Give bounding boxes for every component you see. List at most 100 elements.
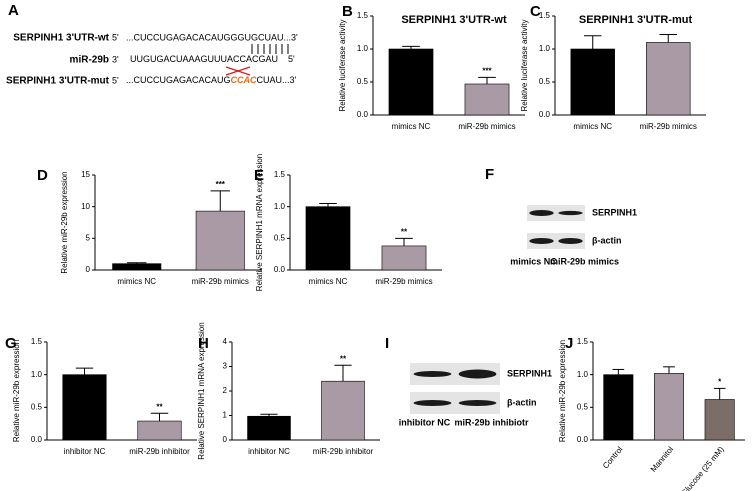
blot-strip xyxy=(527,205,585,221)
lane-label: mimics NC xyxy=(510,256,557,266)
y-tick-label: 0.0 xyxy=(577,435,589,444)
panel-letter: J xyxy=(565,335,573,352)
blot-label: SERPINH1 xyxy=(592,207,637,217)
significance: *** xyxy=(216,180,226,189)
y-tick-label: 1.5 xyxy=(357,11,369,20)
error-bar xyxy=(395,237,413,246)
y-axis-label: Relative miR-29b expression xyxy=(60,171,69,273)
x-tick-label: mimics NC xyxy=(392,122,431,131)
mutation-cross xyxy=(225,66,251,76)
blot-band xyxy=(529,210,554,216)
bar xyxy=(305,206,351,271)
x-tick-label: mimics NC xyxy=(309,277,348,286)
y-axis-label: Relative miR-29b expression xyxy=(558,340,567,442)
y-tick-label: 1.5 xyxy=(577,337,589,346)
error-bar xyxy=(713,387,726,400)
y-tick-label: 1.0 xyxy=(274,202,286,211)
x-tick-label: inhibitor NC xyxy=(248,447,290,456)
seq-end: 5' xyxy=(288,54,295,64)
bar xyxy=(247,415,291,441)
panel-letter: C xyxy=(530,3,541,20)
error-bar xyxy=(612,368,625,375)
significance: ** xyxy=(156,402,163,411)
y-tick-label: 15 xyxy=(81,170,90,179)
lane-label: miR-29b mimics xyxy=(550,256,619,266)
chart-title: SERPINH1 3'UTR-mut xyxy=(579,14,693,26)
sequence: CUAU...3' xyxy=(257,75,297,85)
seq-end: 5' xyxy=(112,32,119,42)
sequence: ...CUCCUGAGACACAUG xyxy=(126,75,231,85)
x-tick-label: mimics NC xyxy=(573,122,612,131)
panel-letter: F xyxy=(485,166,494,183)
y-axis-label: Relative miR-29b expression xyxy=(12,340,21,442)
error-bar xyxy=(659,33,678,43)
error-bar xyxy=(663,366,675,374)
bar xyxy=(381,245,427,271)
y-tick-label: 1.0 xyxy=(357,44,369,53)
x-tick-label: miR-29b mimics xyxy=(192,277,249,286)
panel-letter: D xyxy=(37,167,48,184)
panel-letter: A xyxy=(8,2,19,19)
chart-title: SERPINH1 3'UTR-wt xyxy=(401,14,507,26)
bar xyxy=(603,374,634,441)
significance: ** xyxy=(401,227,408,236)
y-tick-label: 0.5 xyxy=(274,233,286,242)
y-tick-label: 1.0 xyxy=(577,370,589,379)
x-tick-label: miR-29b inhibitor xyxy=(129,447,190,456)
bar xyxy=(704,399,735,441)
error-bar xyxy=(402,45,420,49)
y-tick-label: 5 xyxy=(86,233,91,242)
lane-label: inhibitor NC xyxy=(399,417,451,427)
blot-band xyxy=(413,371,452,377)
y-axis-label: Relative luciferase activity xyxy=(520,19,529,111)
seq-name: SERPINH1 3'UTR-mut xyxy=(6,76,110,87)
y-tick-label: 4 xyxy=(223,337,228,346)
error-bar xyxy=(334,364,352,382)
x-tick-label: mimics NC xyxy=(117,277,156,286)
bar xyxy=(646,42,691,116)
blot-band xyxy=(558,238,583,244)
seq-name: miR-29b xyxy=(70,55,109,66)
bar xyxy=(388,48,434,116)
y-tick-label: 2 xyxy=(223,386,228,395)
lane-label: miR-29b inhibiotr xyxy=(455,417,529,427)
y-tick-label: 0 xyxy=(86,265,91,274)
panel-letter: I xyxy=(385,335,389,352)
seq-end: 5' xyxy=(112,75,119,85)
mutated-site: CCAC xyxy=(231,75,257,85)
y-tick-label: 0.5 xyxy=(31,402,43,411)
blot-band xyxy=(529,238,554,244)
bar xyxy=(195,210,245,271)
blot-strip xyxy=(527,233,585,249)
y-tick-label: 0.5 xyxy=(539,77,551,86)
error-bar xyxy=(127,262,147,264)
significance: * xyxy=(718,377,722,386)
bar xyxy=(62,374,107,441)
significance: ** xyxy=(340,354,347,363)
base-pairing xyxy=(251,44,289,54)
y-tick-label: 0.0 xyxy=(31,435,43,444)
panel-letter: E xyxy=(254,167,264,184)
blot-band xyxy=(558,210,583,216)
bar xyxy=(654,373,684,441)
blot-band xyxy=(413,400,452,406)
error-bar xyxy=(260,413,278,417)
blot-label: β-actin xyxy=(507,397,537,407)
y-tick-label: 1.0 xyxy=(539,44,551,53)
bar xyxy=(464,83,510,116)
y-axis-label: Relative SERPINH1 mRNA expression xyxy=(255,154,264,291)
y-tick-label: 1.5 xyxy=(274,170,286,179)
y-tick-label: 3 xyxy=(223,362,228,371)
y-tick-label: 1.5 xyxy=(31,337,43,346)
y-tick-label: 10 xyxy=(81,202,90,211)
significance: *** xyxy=(482,66,492,75)
y-tick-label: 0.0 xyxy=(274,265,286,274)
panel-letter: H xyxy=(198,335,209,352)
error-bar xyxy=(583,35,602,49)
y-tick-label: 0.0 xyxy=(539,110,551,119)
y-tick-label: 0 xyxy=(223,435,228,444)
bar xyxy=(137,420,182,441)
blot-strip xyxy=(410,363,500,385)
seq-end: 3' xyxy=(112,54,119,64)
y-axis-label: Relative luciferase activity xyxy=(338,19,347,111)
